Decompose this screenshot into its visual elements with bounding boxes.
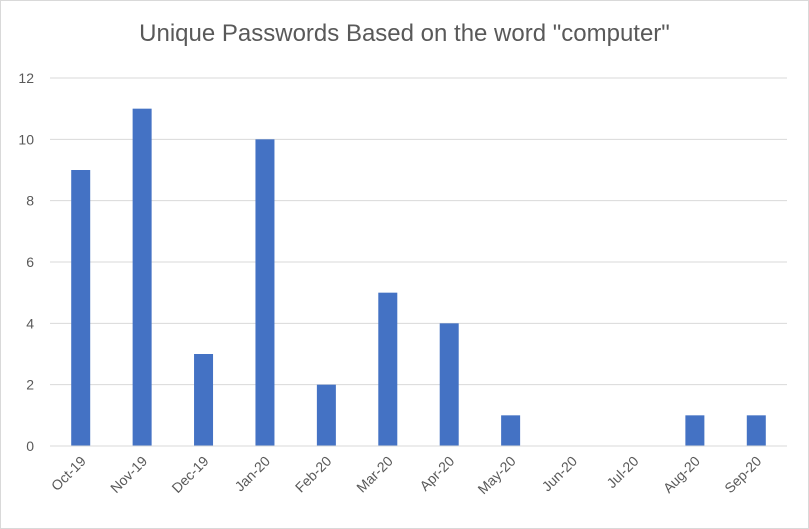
- x-tick-label: Oct-19: [48, 453, 89, 494]
- y-axis-ticks: 0 2 4 6 8 10 12: [18, 70, 34, 454]
- bar-feb-20: [316, 384, 336, 446]
- y-tick-label: 10: [18, 131, 34, 147]
- y-tick-label: 8: [26, 193, 34, 209]
- bar-dec-19: [194, 354, 214, 446]
- bar-nov-19: [132, 108, 152, 447]
- y-tick-label: 12: [18, 70, 34, 86]
- x-tick-label: Sep-20: [721, 453, 764, 496]
- y-tick-label: 4: [26, 315, 34, 331]
- x-tick-label: Jun-20: [539, 453, 581, 495]
- x-tick-label: May-20: [474, 453, 518, 497]
- bar-oct-19: [71, 170, 91, 446]
- x-tick-label: Feb-20: [292, 453, 335, 496]
- x-tick-label: Jan-20: [231, 453, 273, 495]
- x-tick-label: Apr-20: [416, 453, 457, 494]
- bar-aug-20: [685, 415, 705, 446]
- x-tick-label: Jul-20: [603, 453, 641, 491]
- bars: [71, 108, 766, 447]
- chart-title: Unique Passwords Based on the word "comp…: [139, 20, 670, 47]
- x-axis-ticks: Oct-19 Nov-19 Dec-19 Jan-20 Feb-20 Mar-20 Apr-…: [48, 453, 765, 497]
- x-tick-label: Dec-19: [168, 453, 211, 496]
- bar-may-20: [501, 415, 521, 446]
- y-tick-label: 6: [26, 254, 34, 270]
- x-tick-label: Mar-20: [353, 453, 396, 496]
- bar-jan-20: [255, 139, 275, 447]
- gridlines: [50, 77, 787, 386]
- x-tick-label: Aug-20: [660, 453, 703, 496]
- y-tick-label: 2: [26, 377, 34, 393]
- bar-apr-20: [439, 323, 459, 446]
- bar-sep-20: [746, 415, 766, 446]
- bar-mar-20: [378, 292, 398, 446]
- y-tick-label: 0: [26, 438, 34, 454]
- x-tick-label: Nov-19: [107, 453, 150, 496]
